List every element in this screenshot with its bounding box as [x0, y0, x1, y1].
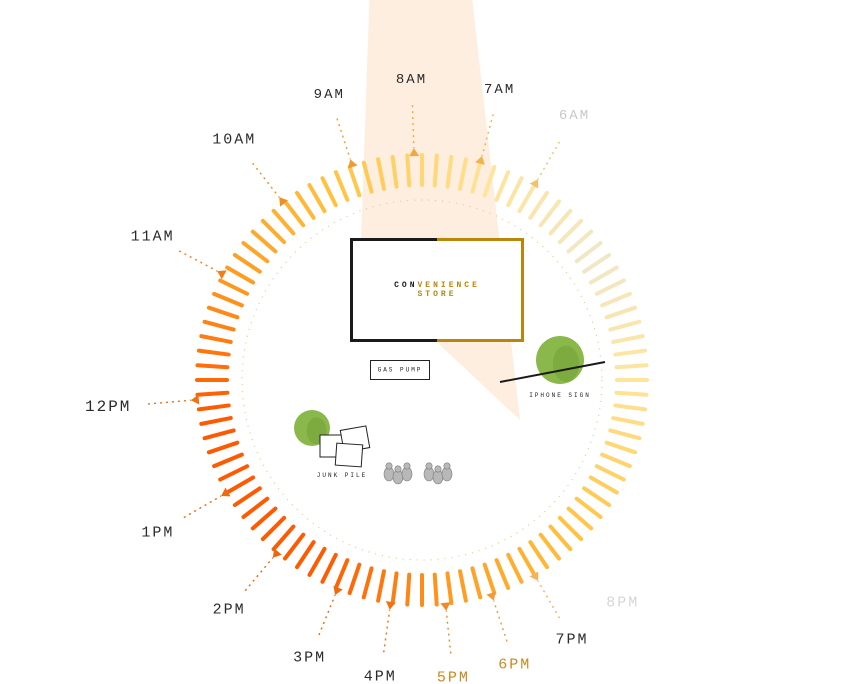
- center-overlay: [0, 0, 845, 684]
- diagram-stage: CONVENIENCE STORE GAS PUMP IPHONE SIGN J…: [0, 0, 845, 684]
- hour-label-12pm: 12PM: [85, 398, 131, 416]
- hour-label-3pm: 3PM: [293, 650, 326, 667]
- hour-label-10am: 10AM: [212, 131, 256, 148]
- hour-label-6pm: 6PM: [498, 657, 531, 674]
- hour-label-7am: 7AM: [484, 82, 515, 98]
- hour-label-6am: 6AM: [559, 108, 590, 124]
- hour-label-8pm: 8PM: [606, 594, 639, 611]
- iphone-sign-label: IPHONE SIGN: [529, 392, 591, 399]
- hour-label-1pm: 1PM: [141, 524, 174, 541]
- junk-pile-label: JUNK PILE: [317, 472, 367, 479]
- hour-label-9am: 9AM: [314, 87, 345, 103]
- hour-label-5pm: 5PM: [437, 670, 470, 684]
- hour-label-8am: 8AM: [396, 72, 427, 88]
- hour-label-11am: 11AM: [131, 228, 175, 245]
- hour-label-7pm: 7PM: [555, 631, 588, 648]
- hour-label-4pm: 4PM: [364, 669, 397, 684]
- hour-label-2pm: 2PM: [213, 601, 246, 618]
